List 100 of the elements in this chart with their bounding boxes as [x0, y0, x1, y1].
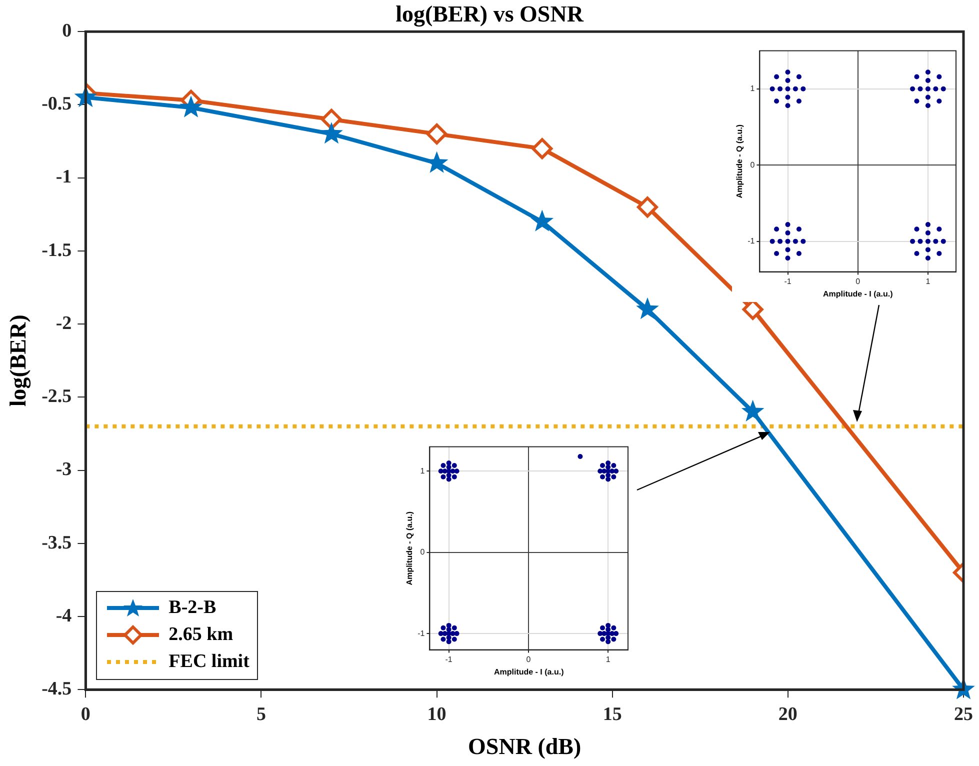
- x-axis-title: OSNR (dB): [468, 734, 582, 760]
- point: [800, 238, 806, 244]
- point: [426, 123, 448, 144]
- point: [320, 108, 342, 130]
- point: [606, 639, 611, 644]
- y-axis-title: Amplitude - Q (a.u.): [735, 124, 744, 198]
- point: [440, 625, 446, 630]
- point: [600, 636, 606, 642]
- x-tick-label: -1: [784, 276, 792, 286]
- point: [774, 251, 780, 256]
- point: [446, 639, 452, 644]
- y-axis-title: log(BER): [6, 314, 32, 407]
- x-tick-label: -1: [445, 654, 453, 664]
- point: [940, 238, 946, 244]
- y-tick-label: -3.5: [42, 532, 72, 554]
- y-tick-label: 0: [420, 548, 426, 557]
- point: [914, 98, 920, 104]
- point: [936, 98, 942, 104]
- point: [910, 86, 916, 92]
- point: [611, 625, 616, 630]
- point: [800, 86, 806, 92]
- point: [600, 462, 606, 468]
- point: [614, 468, 619, 474]
- point: [611, 636, 616, 642]
- y-tick-label: -4: [56, 605, 72, 626]
- point: [785, 103, 790, 108]
- point: [614, 631, 619, 636]
- point: [454, 631, 460, 636]
- point: [606, 635, 611, 640]
- y-tick-label: -1: [56, 166, 72, 188]
- legend-label: B-2-B: [168, 597, 216, 620]
- point: [446, 635, 452, 640]
- point: [440, 462, 446, 468]
- point: [598, 468, 603, 474]
- point: [914, 74, 920, 80]
- x-tick-label: 5: [256, 704, 266, 725]
- point: [796, 251, 802, 256]
- y-tick-label: 1: [750, 84, 756, 94]
- point: [910, 238, 916, 244]
- point: [606, 472, 611, 478]
- x-axis-title: Amplitude - I (a.u.): [822, 289, 894, 298]
- point: [611, 462, 616, 468]
- point: [578, 454, 583, 460]
- point: [925, 238, 930, 244]
- y-tick-label: 1: [420, 466, 426, 476]
- point: [774, 98, 780, 104]
- point: [600, 625, 606, 630]
- x-tick-label: 0: [80, 704, 90, 725]
- point: [600, 474, 606, 480]
- y-tick-label: -3: [56, 459, 72, 480]
- y-tick-label: -2: [56, 312, 72, 334]
- y-tick-label: -4.5: [42, 678, 72, 700]
- point: [785, 238, 790, 244]
- point: [785, 222, 790, 228]
- point: [925, 78, 930, 84]
- point: [530, 210, 554, 232]
- point: [770, 238, 775, 244]
- y-tick-label: 0: [62, 20, 72, 42]
- x-tick-label: 0: [856, 276, 861, 286]
- point: [440, 636, 446, 642]
- point: [936, 74, 942, 80]
- point: [914, 226, 920, 232]
- point: [774, 226, 780, 232]
- point: [778, 238, 783, 244]
- point: [933, 238, 938, 244]
- point: [785, 78, 790, 84]
- point: [774, 74, 780, 80]
- point: [933, 86, 938, 92]
- point: [180, 96, 202, 118]
- y-tick-label: -1: [418, 628, 426, 638]
- point: [925, 94, 930, 100]
- point: [636, 297, 659, 320]
- legend-label: 2.65 km: [168, 624, 234, 646]
- x-tick-label: 25: [954, 704, 973, 725]
- point: [606, 622, 611, 628]
- x-tick-label: 1: [606, 654, 611, 664]
- point: [320, 122, 343, 144]
- point: [741, 400, 764, 422]
- point: [940, 86, 946, 92]
- point: [785, 70, 790, 75]
- point: [598, 631, 603, 636]
- point: [611, 474, 616, 480]
- point: [936, 251, 942, 256]
- point: [785, 94, 790, 100]
- point: [770, 86, 775, 92]
- point: [636, 196, 658, 218]
- point: [452, 474, 457, 480]
- x-tick-label: 15: [602, 704, 622, 725]
- point: [796, 98, 802, 104]
- x-axis-title: Amplitude - I (a.u.): [494, 667, 564, 676]
- point: [914, 251, 920, 256]
- y-tick-label: -0.5: [42, 94, 72, 115]
- point: [785, 230, 790, 236]
- point: [454, 468, 460, 474]
- point: [792, 238, 798, 244]
- legend-label: FEC limit: [168, 651, 250, 674]
- point: [532, 138, 553, 160]
- point: [936, 226, 942, 232]
- point: [925, 222, 930, 228]
- point: [796, 226, 802, 232]
